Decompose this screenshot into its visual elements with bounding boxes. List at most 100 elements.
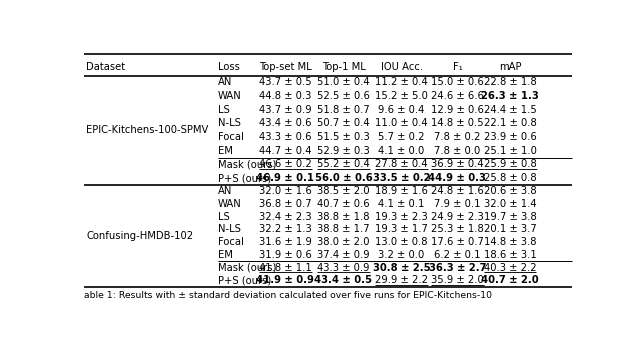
Text: 24.9 ± 2.3: 24.9 ± 2.3 [431,212,484,222]
Text: 25.1 ± 1.0: 25.1 ± 1.0 [484,146,536,156]
Text: 29.9 ± 2.2: 29.9 ± 2.2 [375,275,428,285]
Text: 43.3 ± 0.9: 43.3 ± 0.9 [317,262,370,272]
Text: mAP: mAP [499,62,522,72]
Text: 11.0 ± 0.4: 11.0 ± 0.4 [375,118,428,128]
Text: 32.4 ± 2.3: 32.4 ± 2.3 [259,212,312,222]
Text: 51.5 ± 0.3: 51.5 ± 0.3 [317,132,370,142]
Text: 40.7 ± 0.6: 40.7 ± 0.6 [317,199,370,209]
Text: 46.9 ± 0.1: 46.9 ± 0.1 [257,173,314,183]
Text: 36.9 ± 0.4: 36.9 ± 0.4 [431,159,484,169]
Text: 30.8 ± 2.5: 30.8 ± 2.5 [373,262,431,272]
Text: 52.5 ± 0.6: 52.5 ± 0.6 [317,91,370,101]
Text: 43.7 ± 0.5: 43.7 ± 0.5 [259,78,312,87]
Text: 20.6 ± 3.8: 20.6 ± 3.8 [484,186,536,196]
Text: able 1: Results with ± standard deviation calculated over five runs for EPIC-Kit: able 1: Results with ± standard deviatio… [84,291,492,300]
Text: 22.8 ± 1.8: 22.8 ± 1.8 [484,78,536,87]
Text: 43.7 ± 0.9: 43.7 ± 0.9 [259,105,312,115]
Text: 14.8 ± 3.8: 14.8 ± 3.8 [484,237,536,247]
Text: 44.7 ± 0.4: 44.7 ± 0.4 [259,146,312,156]
Text: 9.6 ± 0.4: 9.6 ± 0.4 [378,105,425,115]
Text: 46.6 ± 0.2: 46.6 ± 0.2 [259,159,312,169]
Text: 19.3 ± 2.3: 19.3 ± 2.3 [375,212,428,222]
Text: 38.8 ± 1.7: 38.8 ± 1.7 [317,224,370,235]
Text: N-LS: N-LS [218,118,241,128]
Text: 24.6 ± 6.6: 24.6 ± 6.6 [431,91,484,101]
Text: 36.8 ± 0.7: 36.8 ± 0.7 [259,199,312,209]
Text: 7.8 ± 0.2: 7.8 ± 0.2 [434,132,481,142]
Text: 32.0 ± 1.4: 32.0 ± 1.4 [484,199,536,209]
Text: 31.6 ± 1.9: 31.6 ± 1.9 [259,237,312,247]
Text: 44.8 ± 0.3: 44.8 ± 0.3 [259,91,312,101]
Text: 3.2 ± 0.0: 3.2 ± 0.0 [378,250,425,260]
Text: 43.4 ± 0.5: 43.4 ± 0.5 [314,275,372,285]
Text: 18.9 ± 1.6: 18.9 ± 1.6 [375,186,428,196]
Text: 7.9 ± 0.1: 7.9 ± 0.1 [434,199,481,209]
Text: LS: LS [218,105,230,115]
Text: 26.3 ± 1.3: 26.3 ± 1.3 [481,91,539,101]
Text: F₁: F₁ [452,62,462,72]
Text: 13.0 ± 0.8: 13.0 ± 0.8 [376,237,428,247]
Text: 27.8 ± 0.4: 27.8 ± 0.4 [375,159,428,169]
Text: WAN: WAN [218,91,242,101]
Text: 44.9 ± 0.3: 44.9 ± 0.3 [429,173,486,183]
Text: 20.1 ± 3.7: 20.1 ± 3.7 [484,224,536,235]
Text: 40.7 ± 2.0: 40.7 ± 2.0 [481,275,539,285]
Text: EPIC-Kitchens-100-SPMV: EPIC-Kitchens-100-SPMV [86,125,209,135]
Text: 24.8 ± 1.6: 24.8 ± 1.6 [431,186,484,196]
Text: Focal: Focal [218,132,244,142]
Text: 25.9 ± 0.8: 25.9 ± 0.8 [484,159,536,169]
Text: 12.9 ± 0.6: 12.9 ± 0.6 [431,105,484,115]
Text: WAN: WAN [218,199,242,209]
Text: 24.4 ± 1.5: 24.4 ± 1.5 [484,105,536,115]
Text: 15.2 ± 5.0: 15.2 ± 5.0 [375,91,428,101]
Text: 14.8 ± 0.5: 14.8 ± 0.5 [431,118,484,128]
Text: EM: EM [218,250,233,260]
Text: 43.4 ± 0.6: 43.4 ± 0.6 [259,118,312,128]
Text: 18.6 ± 3.1: 18.6 ± 3.1 [484,250,536,260]
Text: 43.3 ± 0.6: 43.3 ± 0.6 [259,132,312,142]
Text: 52.9 ± 0.3: 52.9 ± 0.3 [317,146,370,156]
Text: P+S (ours): P+S (ours) [218,173,271,183]
Text: LS: LS [218,212,230,222]
Text: 15.0 ± 0.6: 15.0 ± 0.6 [431,78,484,87]
Text: 19.3 ± 1.7: 19.3 ± 1.7 [375,224,428,235]
Text: Top-1 ML: Top-1 ML [322,62,365,72]
Text: N-LS: N-LS [218,224,241,235]
Text: Confusing-HMDB-102: Confusing-HMDB-102 [86,231,193,241]
Text: 4.1 ± 0.1: 4.1 ± 0.1 [378,199,425,209]
Text: 17.6 ± 0.7: 17.6 ± 0.7 [431,237,484,247]
Text: 38.8 ± 1.8: 38.8 ± 1.8 [317,212,370,222]
Text: 36.3 ± 2.7: 36.3 ± 2.7 [429,262,486,272]
Text: 5.7 ± 0.2: 5.7 ± 0.2 [378,132,425,142]
Text: Loss: Loss [218,62,240,72]
Text: 51.0 ± 0.4: 51.0 ± 0.4 [317,78,370,87]
Text: Dataset: Dataset [86,62,125,72]
Text: 37.4 ± 0.9: 37.4 ± 0.9 [317,250,370,260]
Text: IOU Acc.: IOU Acc. [381,62,422,72]
Text: 38.0 ± 2.0: 38.0 ± 2.0 [317,237,370,247]
Text: 51.8 ± 0.7: 51.8 ± 0.7 [317,105,370,115]
Text: 32.0 ± 1.6: 32.0 ± 1.6 [259,186,312,196]
Text: 4.1 ± 0.0: 4.1 ± 0.0 [378,146,425,156]
Text: 11.2 ± 0.4: 11.2 ± 0.4 [375,78,428,87]
Text: Focal: Focal [218,237,244,247]
Text: AN: AN [218,78,232,87]
Text: P+S (ours): P+S (ours) [218,275,271,285]
Text: 7.8 ± 0.0: 7.8 ± 0.0 [435,146,481,156]
Text: 33.5 ± 0.2: 33.5 ± 0.2 [373,173,430,183]
Text: 40.3 ± 2.2: 40.3 ± 2.2 [484,262,536,272]
Text: 55.2 ± 0.4: 55.2 ± 0.4 [317,159,370,169]
Text: 25.8 ± 0.8: 25.8 ± 0.8 [484,173,536,183]
Text: 6.2 ± 0.1: 6.2 ± 0.1 [434,250,481,260]
Text: 19.7 ± 3.8: 19.7 ± 3.8 [484,212,536,222]
Text: 23.9 ± 0.6: 23.9 ± 0.6 [484,132,536,142]
Text: Mask (ours): Mask (ours) [218,159,276,169]
Text: 32.2 ± 1.3: 32.2 ± 1.3 [259,224,312,235]
Text: 35.9 ± 2.0: 35.9 ± 2.0 [431,275,484,285]
Text: 41.9 ± 0.9: 41.9 ± 0.9 [257,275,314,285]
Text: AN: AN [218,186,232,196]
Text: EM: EM [218,146,233,156]
Text: Mask (ours): Mask (ours) [218,262,276,272]
Text: 50.7 ± 0.4: 50.7 ± 0.4 [317,118,370,128]
Text: 41.8 ± 1.1: 41.8 ± 1.1 [259,262,312,272]
